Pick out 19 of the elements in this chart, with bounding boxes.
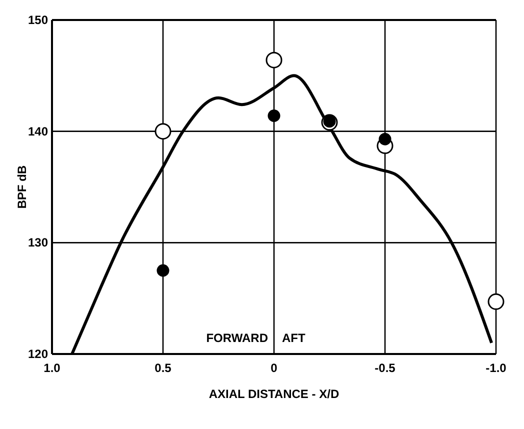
point [266,52,282,68]
y-tick-label: 150 [28,13,48,27]
y-axis-title: BPF dB [15,165,29,209]
x-axis-title: AXIAL DISTANCE - X/D [208,387,340,401]
annotation: FORWARD [206,331,268,345]
point [488,293,504,310]
point [268,109,280,122]
x-tick-label: -0.5 [374,361,396,375]
y-tick-label: 140 [28,124,48,138]
annotation: AFT [282,331,306,345]
y-tick-label: 130 [28,236,48,250]
x-tick-label: -1.0 [486,361,507,375]
x-tick-label: 0.5 [154,361,172,375]
x-tick-label: 0 [270,361,278,375]
point [378,132,392,146]
point [154,123,172,140]
y-tick-label: 120 [28,347,48,361]
x-tick-label: 1.0 [44,361,61,375]
point [156,264,170,277]
